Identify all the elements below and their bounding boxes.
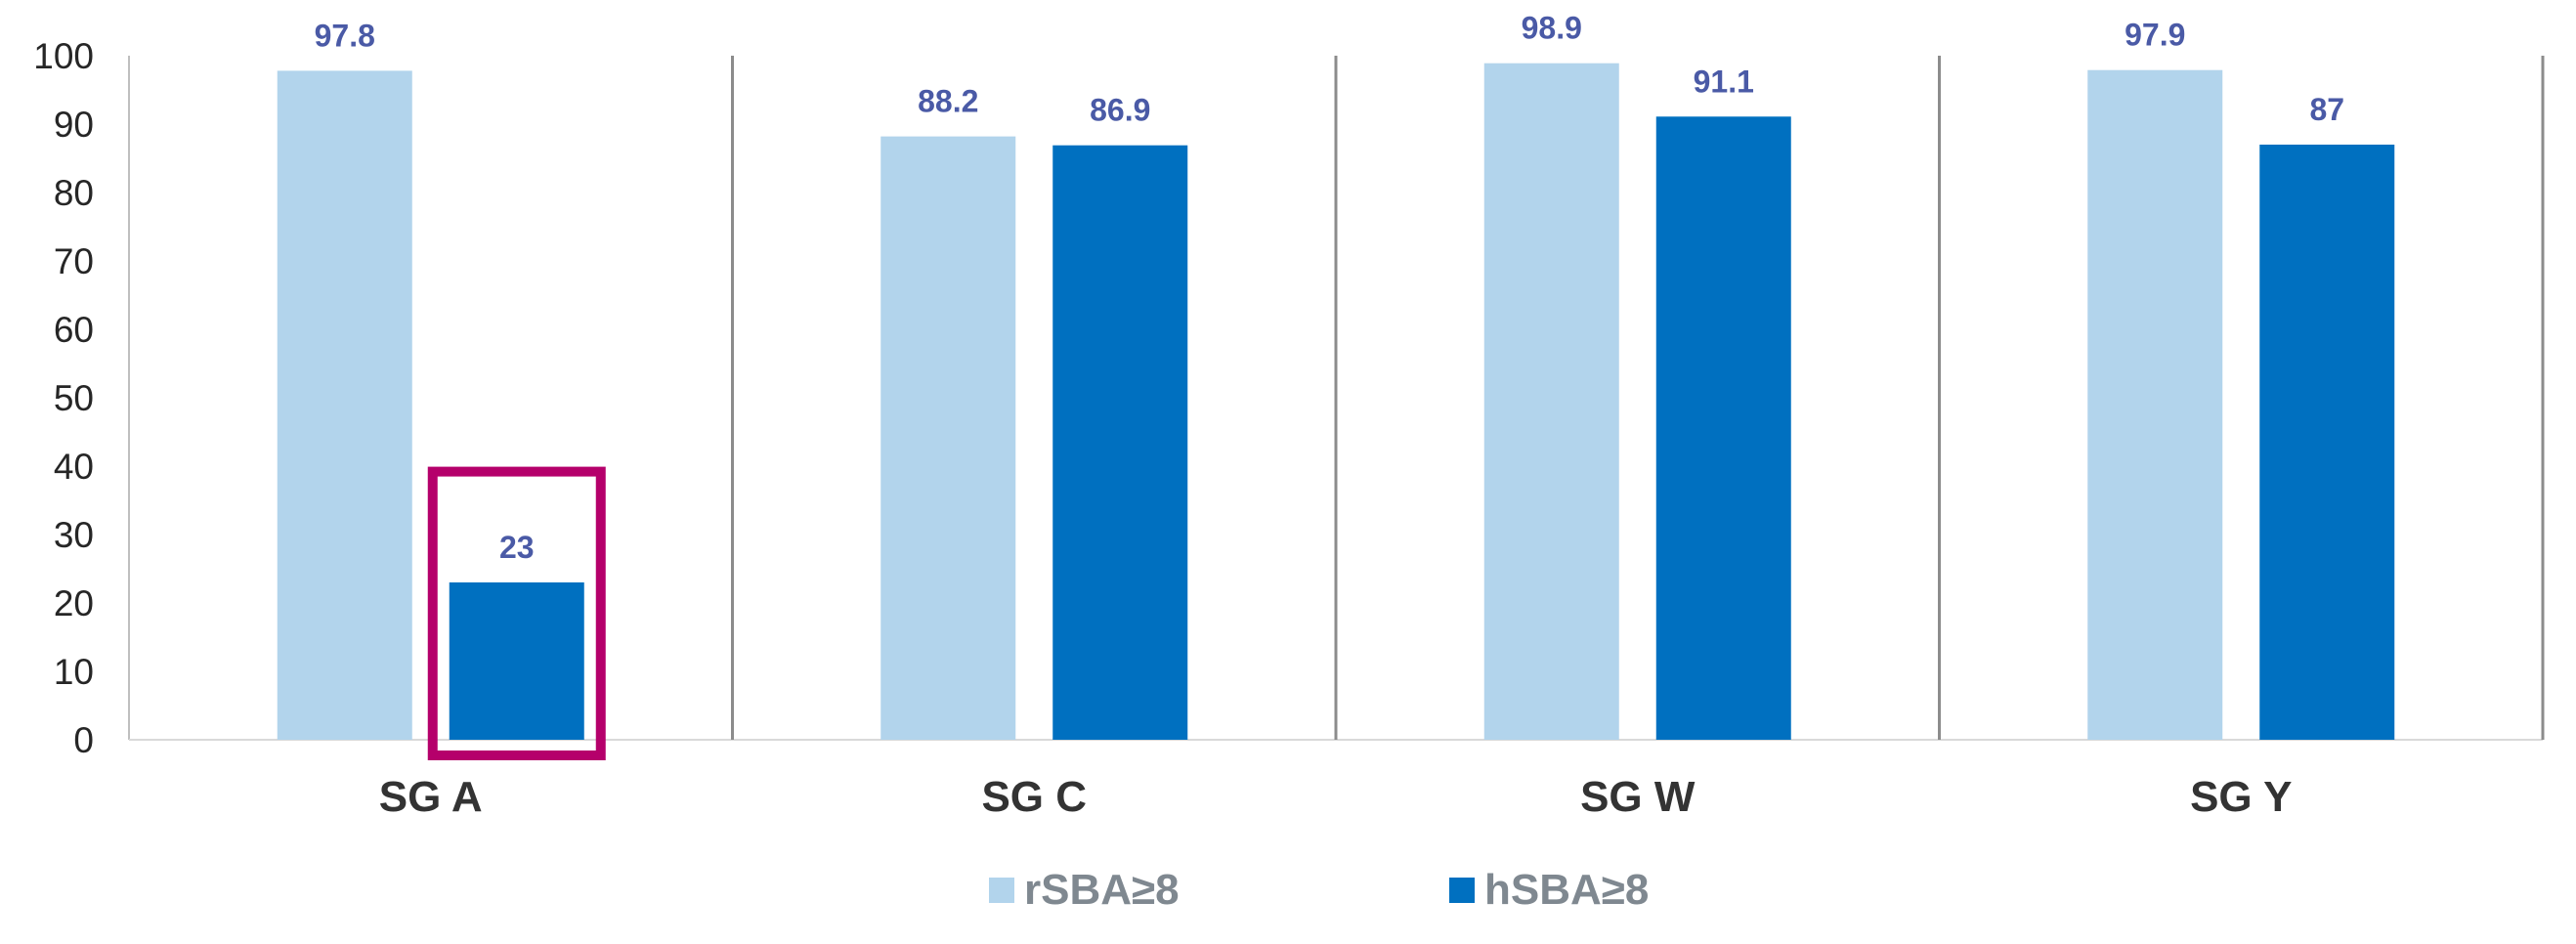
y-tick-label: 80 [54,173,94,213]
y-tick-label: 30 [54,515,94,555]
data-label: 97.8 [315,18,375,53]
legend-swatch-rsba [989,878,1014,903]
data-label: 97.9 [2125,18,2185,53]
y-tick-label: 40 [54,447,94,487]
y-tick-label: 0 [73,720,94,760]
bar-rsba [277,70,412,740]
chart-data-labels: 97.8 88.2 98.9 97.9 23 86.9 91.1 87 [315,11,2344,760]
bar-hsba [1655,116,1791,741]
data-label: 98.9 [1522,11,1582,46]
data-label: 91.1 [1694,64,1754,99]
bar-rsba [2087,69,2223,740]
bar-hsba [2259,145,2395,740]
x-category-label: SG Y [2190,773,2292,821]
bar-rsba [880,136,1016,741]
legend-label: rSBA≥8 [1024,866,1180,914]
highlight-box [427,466,606,760]
data-label: 87 [2309,92,2344,127]
chart-bars [277,63,2395,741]
data-label: 23 [499,530,535,565]
y-tick-label: 60 [54,310,94,350]
x-category-label: SG A [379,773,483,821]
y-tick-label: 70 [54,241,94,281]
bar-rsba [1483,63,1619,740]
data-label: 88.2 [918,84,978,119]
y-tick-label: 10 [54,652,94,692]
data-label: 86.9 [1090,93,1150,128]
bar-hsba [449,582,584,740]
legend-label: hSBA≥8 [1484,866,1649,914]
x-category-label: SG W [1580,773,1696,821]
y-tick-label: 90 [54,105,94,145]
y-tick-label: 100 [33,36,94,76]
legend-swatch-hsba [1449,878,1475,903]
chart-axes: 0 10 20 30 40 50 60 70 80 90 100 SG A SG C SG W SG Y [33,36,2545,821]
x-category-label: SG C [981,773,1087,821]
bar-hsba [1052,145,1188,740]
chart-legend: rSBA≥8 hSBA≥8 [989,866,1649,914]
y-tick-label: 20 [54,583,94,623]
y-tick-label: 50 [54,378,94,418]
